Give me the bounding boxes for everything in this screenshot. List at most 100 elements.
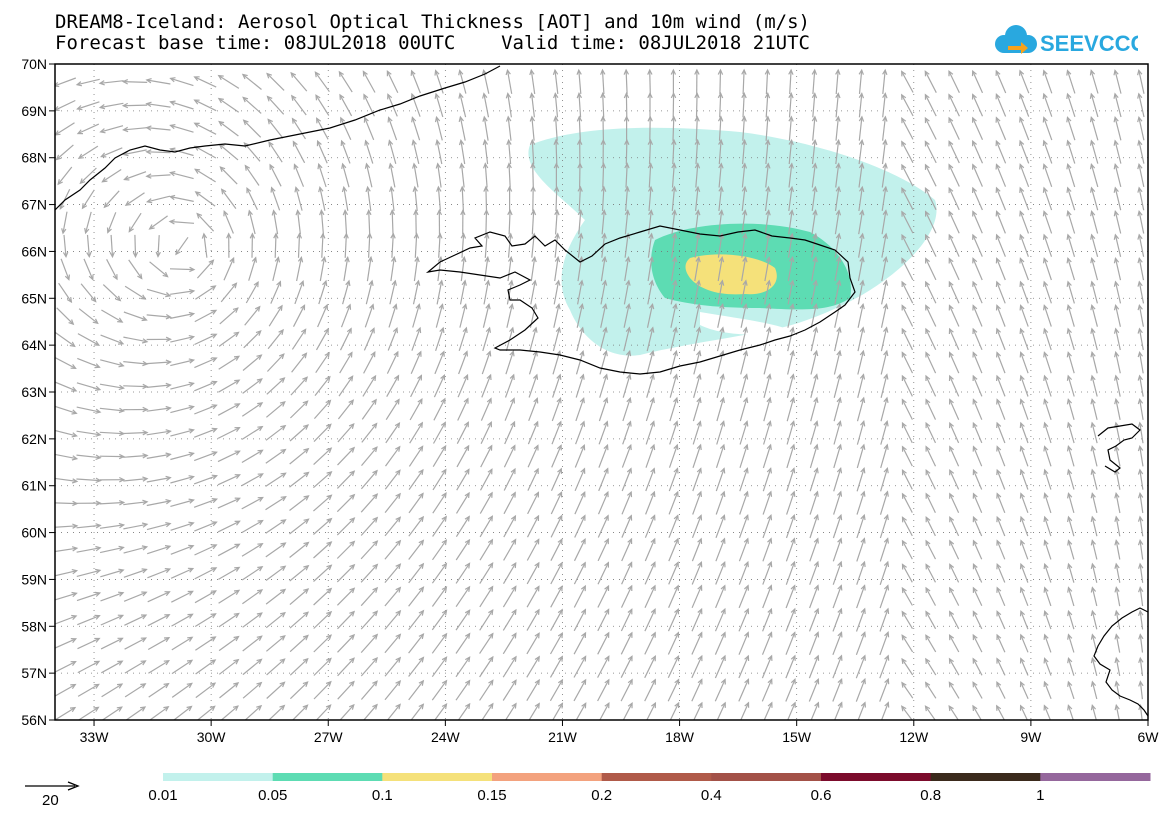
wind-vector: [645, 396, 655, 422]
wind-vector: [787, 349, 795, 375]
wind-vector: [1137, 139, 1145, 164]
wind-vector: [1090, 256, 1099, 281]
wind-vector: [219, 682, 240, 699]
wind-vector: [530, 209, 537, 235]
wind-vector: [694, 138, 700, 165]
wind-vector: [171, 682, 193, 698]
wind-vector: [175, 236, 189, 256]
wind-vector: [55, 638, 78, 649]
wind-vector: [879, 584, 890, 609]
wind-vector: [147, 637, 171, 651]
lat-tick-label: 69N: [21, 103, 47, 119]
wind-vector: [313, 447, 333, 466]
wind-vector: [858, 185, 865, 211]
wind-vector: [168, 194, 194, 202]
wind-vector: [624, 256, 631, 282]
wind-vector: [528, 373, 539, 398]
wind-vector: [880, 701, 890, 720]
wind-vector: [858, 162, 865, 188]
wind-vector: [644, 678, 656, 702]
wind-vector: [597, 655, 610, 678]
wind-vector: [669, 373, 679, 398]
wind-vector: [761, 678, 773, 702]
wind-vector: [881, 138, 888, 165]
wind-vector: [786, 490, 796, 515]
wind-vector: [502, 655, 517, 678]
wind-vector: [78, 706, 100, 720]
wind-vector: [694, 115, 700, 141]
wind-vector: [901, 257, 914, 281]
wind-vector: [620, 678, 633, 702]
wind-vector: [339, 351, 353, 374]
wind-vector: [125, 706, 147, 720]
wind-vector: [109, 234, 115, 259]
seevccc-logo: SEEVCCC: [995, 25, 1138, 56]
wind-vector: [314, 375, 331, 396]
wind-vector: [408, 656, 425, 677]
wind-vector: [1137, 68, 1145, 94]
wind-vector: [972, 633, 983, 653]
wind-vector: [671, 209, 677, 235]
wind-vector: [507, 255, 514, 282]
wind-vector: [76, 454, 102, 460]
wind-vector: [833, 373, 842, 398]
wind-vector: [529, 115, 536, 141]
wind-vector: [61, 211, 68, 235]
wind-vector: [901, 93, 914, 117]
wind-vector: [244, 704, 263, 720]
wind-vector: [168, 219, 195, 225]
wind-vector: [739, 467, 749, 492]
colorbar-segment: [382, 773, 493, 781]
wind-vector: [1114, 492, 1121, 514]
wind-vector: [621, 490, 633, 515]
wind-vector: [102, 284, 122, 302]
wind-vector: [948, 351, 960, 374]
wind-vector: [289, 447, 310, 465]
wind-vector: [99, 476, 126, 483]
wind-vector: [1114, 468, 1121, 490]
wind-vector: [455, 679, 471, 701]
wind-vector: [740, 701, 750, 720]
wind-vector: [384, 539, 402, 560]
colorbar-tick-label: 0.1: [372, 787, 393, 804]
wind-vector: [738, 678, 750, 702]
wind-vector: [621, 537, 633, 562]
wind-vector: [479, 632, 494, 654]
wind-vector: [857, 256, 865, 282]
wind-vector: [1042, 92, 1053, 117]
wind-vector: [717, 92, 724, 118]
lat-tick-label: 62N: [21, 431, 47, 447]
wind-vector: [597, 514, 609, 538]
wind-vector: [900, 705, 913, 720]
wind-vector: [146, 522, 172, 531]
wind-vector: [924, 163, 937, 187]
lon-tick-label: 24W: [431, 729, 461, 745]
colorbar-segment: [492, 773, 603, 781]
wind-vector: [691, 678, 703, 702]
wind-vector: [996, 492, 1006, 514]
wind-vector: [692, 490, 702, 515]
wind-vector: [1019, 374, 1029, 397]
wind-vector: [106, 259, 118, 281]
wind-vector: [995, 163, 1007, 187]
wind-vector: [948, 327, 960, 351]
lat-tick-label: 68N: [21, 150, 47, 166]
wind-vector: [1043, 421, 1052, 444]
wind-vector: [290, 94, 307, 116]
wind-vector: [362, 70, 376, 93]
wind-vector: [879, 490, 889, 515]
wind-vector: [458, 326, 468, 351]
wind-vector: [123, 406, 149, 413]
wind-vector: [645, 443, 656, 468]
wind-vector: [482, 302, 491, 328]
wind-vector: [385, 445, 401, 467]
wind-vector: [194, 544, 218, 556]
wind-vector: [785, 514, 796, 539]
wind-vector: [291, 352, 308, 373]
wind-vector: [598, 396, 609, 422]
wind-vector: [479, 491, 493, 514]
wind-vector: [1090, 421, 1098, 444]
wind-vector: [241, 542, 264, 557]
wind-vector: [505, 350, 515, 375]
wind-vector: [972, 515, 983, 537]
